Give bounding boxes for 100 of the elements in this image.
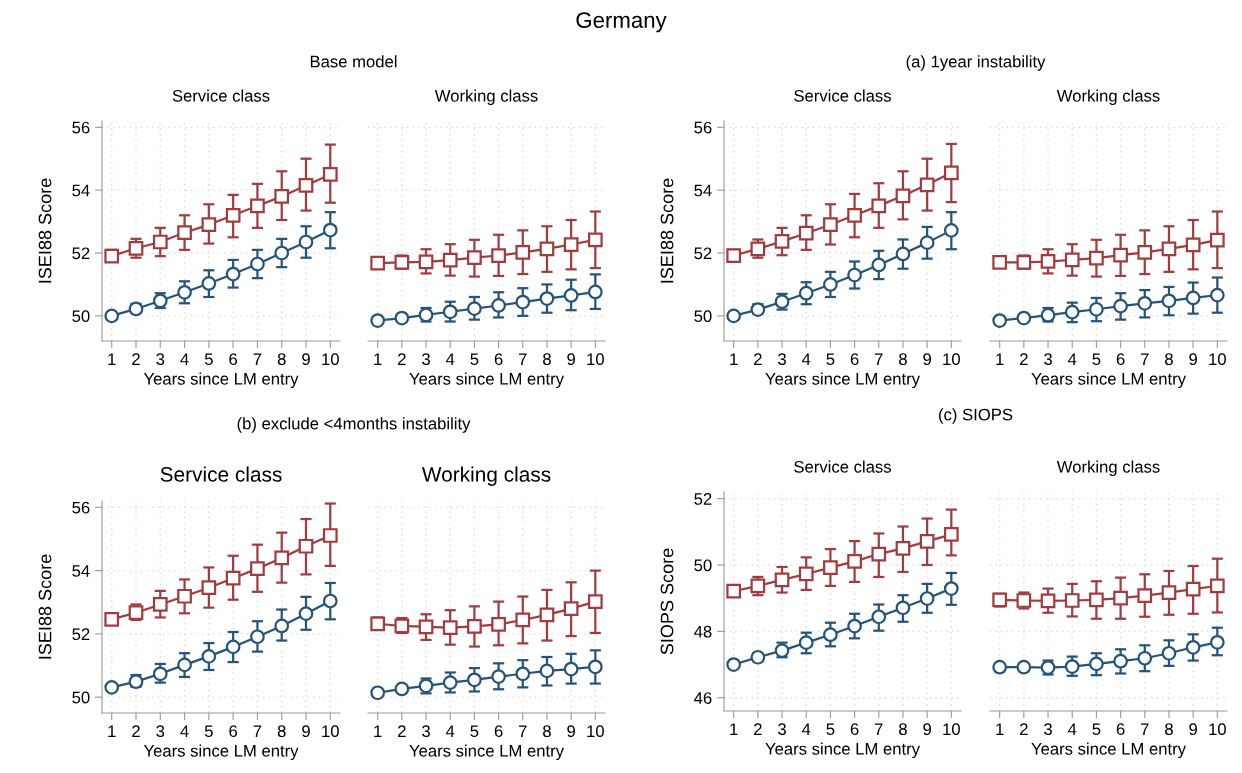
point: [394, 681, 410, 697]
x-tick-label: 9: [567, 353, 575, 366]
x-tick-label: 3: [1044, 723, 1052, 736]
x-tick-label: 2: [1020, 353, 1028, 365]
point: [943, 165, 959, 181]
chart-title: Service class: [794, 89, 891, 102]
y-tick-label: 54: [72, 565, 90, 577]
point: [177, 284, 192, 300]
x-tick-label: 6: [494, 725, 503, 738]
point: [225, 570, 241, 586]
point: [322, 222, 338, 238]
chart-title: Working class: [434, 89, 538, 106]
x-tick-label: 3: [156, 725, 165, 738]
point: [370, 685, 386, 701]
x-tick-label: 10: [943, 353, 960, 366]
x-tick-label: 9: [302, 725, 310, 738]
x-tick-label: 10: [1209, 723, 1226, 736]
point: [201, 580, 217, 596]
point: [370, 616, 386, 632]
point: [1113, 590, 1128, 606]
y-tick-label: 56: [694, 121, 712, 134]
y-tick-label: 50: [72, 310, 90, 323]
x-tick-label: 2: [132, 725, 140, 737]
point: [919, 591, 935, 606]
point: [563, 288, 579, 303]
x-axis-title: Years since LM entry: [1031, 742, 1186, 759]
point: [943, 581, 959, 596]
point: [539, 607, 555, 623]
x-tick-label: 7: [519, 353, 527, 365]
x-tick-label: 8: [543, 725, 551, 738]
x-tick-label: 7: [519, 725, 527, 737]
x-tick-label: 5: [470, 353, 479, 366]
point: [798, 635, 814, 651]
point: [467, 301, 482, 316]
y-axis-title: ISEI88 Score: [660, 178, 674, 283]
x-tick-label: 10: [1209, 353, 1226, 366]
point: [370, 255, 386, 271]
point: [587, 594, 603, 609]
point: [418, 254, 434, 270]
x-axis-title: Years since LM entry: [143, 372, 299, 389]
point: [847, 553, 862, 569]
point: [177, 225, 192, 240]
text: Germany: [576, 12, 667, 33]
point: [1209, 634, 1225, 650]
point: [491, 298, 506, 313]
y-axis-title: SIOPS Score: [660, 548, 674, 655]
y-tick-label: 46: [694, 692, 712, 704]
point: [250, 198, 265, 214]
point: [871, 546, 887, 562]
x-axis-title: Years since LM entry: [143, 744, 299, 761]
x-tick-label: 7: [1141, 723, 1149, 735]
point: [298, 234, 314, 250]
x-axis-title: Years since LM entry: [409, 744, 564, 761]
point: [847, 267, 862, 283]
x-tick-label: 5: [1092, 353, 1101, 366]
point: [992, 313, 1008, 328]
y-tick-label: 52: [694, 247, 712, 260]
x-tick-label: 1: [730, 723, 738, 735]
point: [1185, 290, 1201, 306]
point: [1089, 656, 1104, 672]
point: [491, 669, 506, 684]
x-tick-label: 9: [1189, 723, 1197, 736]
text: (c) SIOPS: [939, 408, 1013, 424]
point: [1064, 659, 1080, 674]
y-tick-label: 52: [72, 247, 90, 260]
point: [491, 248, 506, 263]
point: [442, 675, 458, 690]
point: [1016, 659, 1032, 675]
text: (a) 1year instability: [906, 55, 1046, 71]
x-tick-label: 5: [826, 723, 835, 736]
point: [847, 618, 862, 634]
point: [225, 639, 241, 655]
x-tick-label: 5: [470, 725, 479, 738]
point: [274, 550, 290, 566]
point: [539, 241, 555, 257]
point: [563, 237, 579, 252]
x-tick-label: 4: [1067, 723, 1077, 735]
x-axis-title: Years since LM entry: [1031, 372, 1186, 389]
x-tick-label: 7: [875, 723, 883, 735]
point: [1113, 247, 1128, 263]
point: [1185, 639, 1201, 655]
x-tick-label: 10: [322, 353, 339, 366]
point: [1209, 578, 1225, 594]
x-tick-label: 2: [1020, 723, 1028, 735]
x-tick-label: 4: [445, 353, 455, 365]
point: [515, 666, 531, 682]
point: [587, 284, 603, 300]
x-tick-label: 6: [229, 353, 238, 366]
text: Base model: [310, 55, 397, 68]
point: [587, 659, 603, 675]
point: [250, 629, 265, 645]
x-tick-label: 7: [1141, 353, 1149, 365]
point: [442, 304, 458, 320]
point: [1137, 245, 1153, 260]
x-axis-title: Years since LM entry: [409, 372, 564, 389]
x-tick-label: 3: [422, 725, 430, 738]
chart-title: Working class: [1056, 460, 1160, 477]
point: [726, 657, 742, 672]
y-tick-label: 50: [72, 691, 90, 704]
point: [104, 611, 120, 627]
